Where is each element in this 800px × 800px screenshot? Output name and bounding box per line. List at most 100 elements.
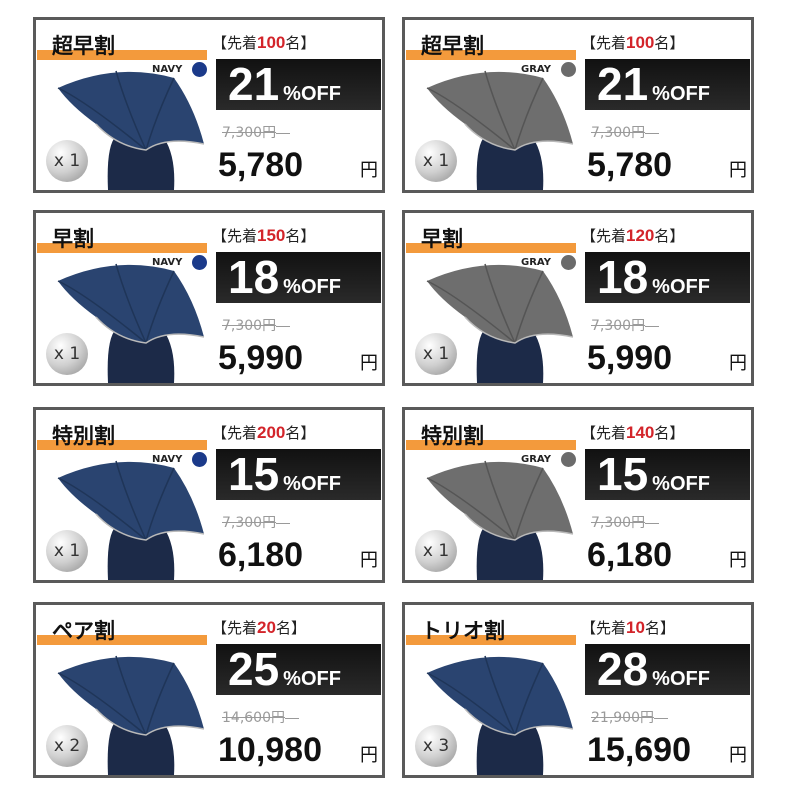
price-card: 超早割 【先着100名】 21 %OFF 7,300円 5,780 円 GRAY … — [402, 17, 754, 193]
limit-number: 140 — [626, 423, 655, 442]
original-price: 14,600円 — [222, 707, 299, 727]
limit-number: 200 — [257, 423, 286, 442]
price-row: 5,990 円 — [218, 339, 378, 378]
discount-badge: 18 %OFF — [216, 252, 381, 303]
discount-percent: 18 — [228, 251, 280, 303]
umbrella-image — [426, 70, 574, 190]
sale-price: 6,180 — [218, 536, 304, 574]
price-row: 6,180 円 — [587, 536, 747, 575]
title-accent-bar — [406, 635, 576, 645]
color-label: NAVY — [152, 257, 183, 268]
discount-percent: 28 — [597, 643, 649, 695]
yen-unit: 円 — [360, 353, 378, 374]
discount-badge: 28 %OFF — [585, 644, 750, 695]
quantity-badge: x 1 — [415, 140, 457, 182]
sale-price: 15,690 — [587, 731, 691, 769]
color-label: GRAY — [521, 257, 551, 268]
original-price: 21,900円 — [591, 707, 668, 727]
limit-number: 100 — [626, 33, 655, 52]
limited-quantity: 【先着140名】 — [581, 422, 684, 443]
original-price: 7,300円 — [222, 512, 290, 532]
discount-badge: 15 %OFF — [216, 449, 381, 500]
original-price: 7,300円 — [222, 315, 290, 335]
sale-price: 10,980 — [218, 731, 322, 769]
limit-suffix: 名】 — [644, 619, 675, 637]
color-swatch-icon — [192, 62, 207, 77]
discount-percent: 21 — [228, 58, 280, 110]
limit-number: 120 — [626, 226, 655, 245]
off-label: %OFF — [652, 83, 710, 105]
plan-title: トリオ割 — [421, 619, 505, 643]
discount-percent: 25 — [228, 643, 280, 695]
title-accent-bar — [37, 243, 207, 253]
limit-suffix: 名】 — [285, 424, 316, 442]
original-price: 7,300円 — [591, 122, 659, 142]
discount-badge: 15 %OFF — [585, 449, 750, 500]
yen-unit: 円 — [729, 160, 747, 181]
limit-prefix: 【先着 — [581, 424, 627, 442]
color-label: GRAY — [521, 454, 551, 465]
quantity-badge: x 2 — [46, 725, 88, 767]
limited-quantity: 【先着100名】 — [581, 32, 684, 53]
limit-number: 100 — [257, 33, 286, 52]
off-label: %OFF — [652, 668, 710, 690]
price-card: トリオ割 【先着10名】 28 %OFF 21,900円 15,690 円 x 3 — [402, 602, 754, 778]
color-swatch-icon — [561, 255, 576, 270]
plan-title: 超早割 — [52, 34, 115, 58]
limited-quantity: 【先着120名】 — [581, 225, 684, 246]
limit-prefix: 【先着 — [212, 424, 258, 442]
limited-quantity: 【先着150名】 — [212, 225, 315, 246]
price-row: 15,690 円 — [587, 731, 747, 770]
price-card: 早割 【先着150名】 18 %OFF 7,300円 5,990 円 NAVY x… — [33, 210, 385, 386]
off-label: %OFF — [652, 276, 710, 298]
discount-badge: 18 %OFF — [585, 252, 750, 303]
limit-prefix: 【先着 — [581, 227, 627, 245]
title-accent-bar — [37, 635, 207, 645]
limit-suffix: 名】 — [654, 424, 685, 442]
title-accent-bar — [406, 50, 576, 60]
limit-prefix: 【先着 — [212, 227, 258, 245]
discount-badge: 21 %OFF — [216, 59, 381, 110]
yen-unit: 円 — [729, 353, 747, 374]
plan-title: 特別割 — [52, 424, 115, 448]
umbrella-image — [57, 263, 205, 383]
title-accent-bar — [37, 50, 207, 60]
price-card: 早割 【先着120名】 18 %OFF 7,300円 5,990 円 GRAY x… — [402, 210, 754, 386]
color-swatch-icon — [561, 452, 576, 467]
plan-title: ペア割 — [52, 619, 115, 643]
limit-suffix: 名】 — [654, 34, 685, 52]
umbrella-image — [57, 460, 205, 580]
discount-badge: 25 %OFF — [216, 644, 381, 695]
sale-price: 5,990 — [587, 339, 673, 377]
price-card: 超早割 【先着100名】 21 %OFF 7,300円 5,780 円 NAVY … — [33, 17, 385, 193]
quantity-badge: x 1 — [415, 530, 457, 572]
price-row: 6,180 円 — [218, 536, 378, 575]
umbrella-image — [57, 655, 205, 775]
price-row: 10,980 円 — [218, 731, 378, 770]
plan-title: 特別割 — [421, 424, 484, 448]
quantity-badge: x 1 — [46, 530, 88, 572]
yen-unit: 円 — [360, 745, 378, 766]
color-label: NAVY — [152, 454, 183, 465]
quantity-badge: x 1 — [415, 333, 457, 375]
off-label: %OFF — [283, 276, 341, 298]
off-label: %OFF — [283, 83, 341, 105]
limit-prefix: 【先着 — [212, 34, 258, 52]
color-swatch-icon — [192, 255, 207, 270]
sale-price: 6,180 — [587, 536, 673, 574]
limited-quantity: 【先着200名】 — [212, 422, 315, 443]
umbrella-image — [426, 655, 574, 775]
yen-unit: 円 — [729, 550, 747, 571]
original-price: 7,300円 — [222, 122, 290, 142]
off-label: %OFF — [283, 668, 341, 690]
limit-prefix: 【先着 — [581, 34, 627, 52]
limited-quantity: 【先着10名】 — [581, 617, 675, 638]
discount-badge: 21 %OFF — [585, 59, 750, 110]
quantity-badge: x 1 — [46, 140, 88, 182]
limit-number: 10 — [626, 618, 645, 637]
limit-suffix: 名】 — [275, 619, 306, 637]
yen-unit: 円 — [360, 550, 378, 571]
discount-percent: 18 — [597, 251, 649, 303]
limit-suffix: 名】 — [285, 34, 316, 52]
limit-number: 150 — [257, 226, 286, 245]
